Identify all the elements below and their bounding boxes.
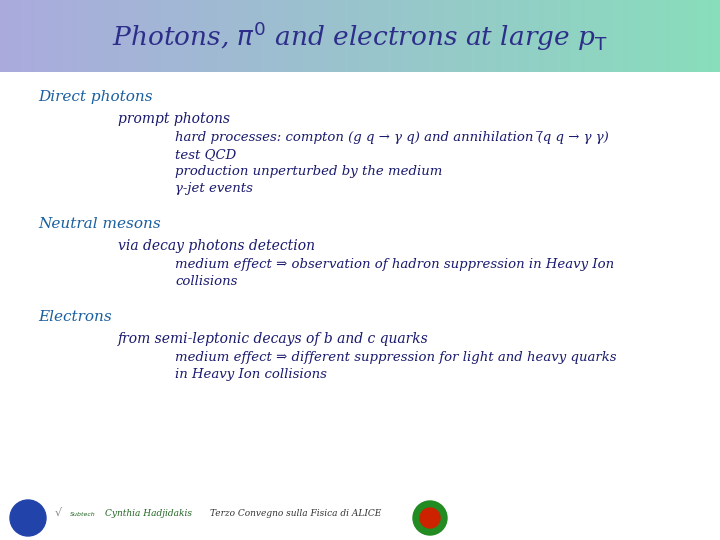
Text: Photons, $\pi^0$ and electrons at large p$_\mathrm{T}$: Photons, $\pi^0$ and electrons at large … <box>112 19 608 53</box>
Text: √: √ <box>55 508 62 518</box>
Circle shape <box>420 508 440 528</box>
Text: Frascati: Frascati <box>17 521 39 525</box>
Text: collisions: collisions <box>175 275 238 288</box>
Circle shape <box>10 500 46 536</box>
Text: test QCD: test QCD <box>175 148 236 161</box>
Text: hard processes: compton (g q → γ q) and annihilation (̅q q → γ γ): hard processes: compton (g q → γ q) and … <box>175 131 608 144</box>
Text: prompt photons: prompt photons <box>118 112 230 126</box>
Text: Direct photons: Direct photons <box>38 90 153 104</box>
Text: via decay photons detection: via decay photons detection <box>118 239 315 253</box>
Text: Subtech: Subtech <box>70 511 96 516</box>
Text: medium effect ⇒ observation of hadron suppression in Heavy Ion: medium effect ⇒ observation of hadron su… <box>175 258 614 271</box>
Text: medium effect ⇒ different suppression for light and heavy quarks: medium effect ⇒ different suppression fo… <box>175 351 616 364</box>
Text: γ-jet events: γ-jet events <box>175 182 253 195</box>
Text: INFN: INFN <box>19 511 37 517</box>
Text: Terzo Convegno sulla Fisica di ALICE: Terzo Convegno sulla Fisica di ALICE <box>210 510 382 518</box>
Text: Electrons: Electrons <box>38 310 112 324</box>
Text: Neutral mesons: Neutral mesons <box>38 217 161 231</box>
Circle shape <box>413 501 447 535</box>
Text: in Heavy Ion collisions: in Heavy Ion collisions <box>175 368 327 381</box>
Text: Cynthia Hadjidakis: Cynthia Hadjidakis <box>105 510 192 518</box>
Text: production unperturbed by the medium: production unperturbed by the medium <box>175 165 442 178</box>
Text: from semi-leptonic decays of b and c quarks: from semi-leptonic decays of b and c qua… <box>118 332 428 346</box>
